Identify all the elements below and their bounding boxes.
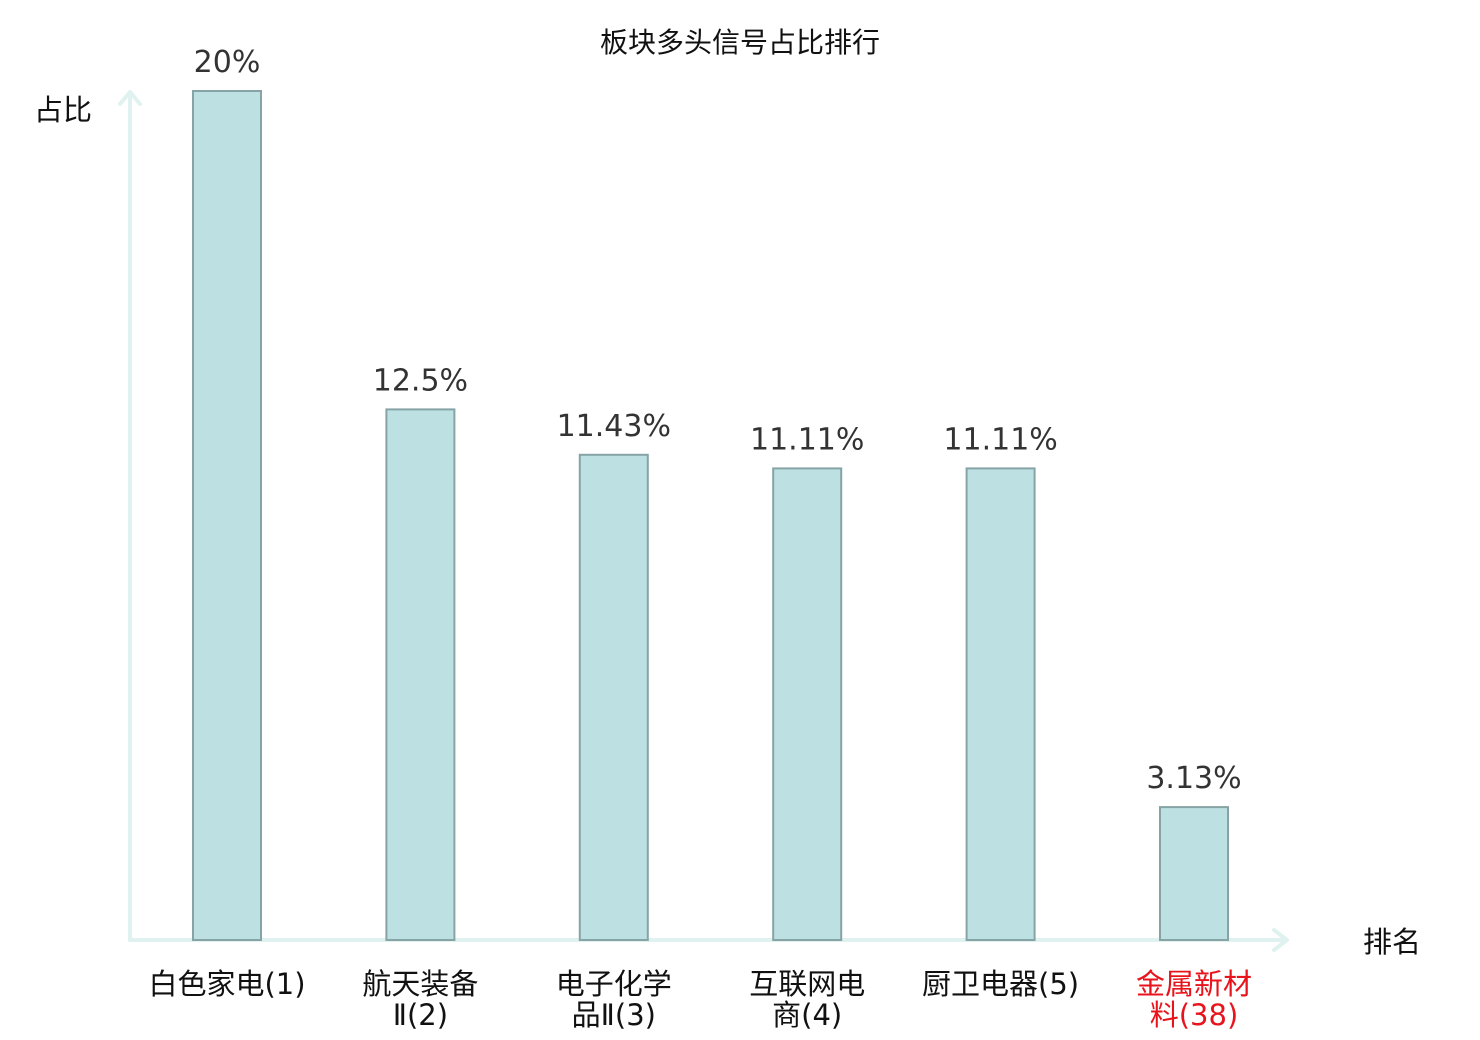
category-label: 航天装备 Ⅱ(2): [362, 967, 478, 1032]
category-label: 金属新材料(38): [1136, 967, 1252, 1032]
category-label: 白色家电(1): [148, 967, 305, 1001]
y-axis: [118, 90, 142, 942]
bar: [385, 408, 456, 941]
category-label-line: 品Ⅱ(3): [572, 998, 656, 1032]
category-label-line: 厨卫电器(5): [922, 967, 1079, 1001]
category-labels-group: 白色家电(1) 航天装备 Ⅱ(2) 电子化学品Ⅱ(3) 互联网电商(4) 厨卫电器(5) 金…: [148, 967, 1252, 1032]
value-label: 11.43%: [557, 409, 671, 444]
bar: [1159, 806, 1229, 941]
value-labels-group: 20% 12.5% 11.43% 11.11% 11.11% 3.13%: [194, 45, 1242, 796]
value-label: 11.11%: [750, 422, 864, 457]
value-label: 12.5%: [373, 363, 468, 398]
category-label: 互联网电商(4): [749, 967, 865, 1032]
value-label: 11.11%: [943, 422, 1057, 457]
value-label: 20%: [194, 45, 261, 80]
category-label-line: 金属新材: [1136, 967, 1252, 1001]
chart-title: 板块多头信号占比排行: [600, 26, 880, 59]
category-label-line: 航天装备: [362, 967, 478, 1001]
category-label-line: 电子化学: [556, 967, 672, 1001]
category-label-line: 白色家电(1): [148, 967, 305, 1001]
bar: [192, 90, 262, 941]
value-label: 3.13%: [1146, 761, 1241, 796]
category-label: 厨卫电器(5): [922, 967, 1079, 1001]
x-axis-label: 排名: [1363, 925, 1421, 959]
category-label-line: 互联网电: [749, 967, 865, 1001]
category-label-line: 料(38): [1150, 998, 1239, 1032]
category-label-line: Ⅱ(2): [393, 998, 448, 1032]
category-label: 电子化学品Ⅱ(3): [556, 967, 672, 1032]
bar: [578, 453, 649, 941]
bar: [965, 467, 1036, 941]
x-axis: [128, 928, 1289, 952]
bars-group: [192, 90, 1229, 941]
y-axis-label: 占比: [34, 93, 92, 127]
bar: [772, 467, 843, 941]
category-label-line: 商(4): [772, 998, 842, 1032]
